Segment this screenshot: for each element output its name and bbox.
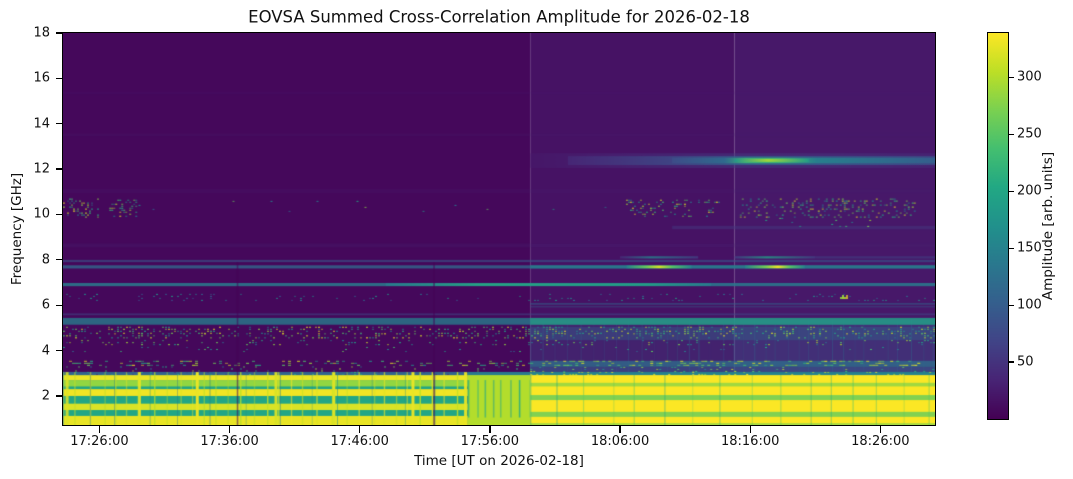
colorbar-tick-mark: [1009, 133, 1014, 135]
x-tick-label: 17:26:00: [70, 434, 129, 449]
x-tick-label: 18:16:00: [720, 434, 780, 449]
x-tick-label: 17:36:00: [200, 434, 259, 449]
y-tick-mark: [55, 259, 62, 261]
x-tick-label: 17:56:00: [460, 434, 520, 449]
y-tick-mark: [55, 77, 62, 80]
colorbar-tick-label: 50: [1017, 354, 1034, 370]
y-tick-label: 4: [41, 343, 50, 359]
colorbar-tick-mark: [1009, 76, 1014, 78]
y-tick-mark: [55, 168, 62, 170]
y-tick-label: 18: [33, 25, 50, 41]
x-tick-label: 17:46:00: [330, 434, 389, 449]
x-axis-label: Time [UT on 2026-02-18]: [414, 453, 584, 469]
colorbar-tick-label: 250: [1017, 126, 1042, 142]
chart-title: EOVSA Summed Cross-Correlation Amplitude…: [248, 7, 750, 27]
colorbar-tick-label: 100: [1017, 297, 1042, 313]
y-tick-label: 16: [33, 70, 50, 86]
colorbar-tick-label: 300: [1017, 69, 1042, 85]
y-tick-label: 8: [41, 252, 50, 268]
y-tick-mark: [55, 349, 62, 352]
y-tick-mark: [55, 213, 62, 216]
x-tick-mark: [619, 426, 621, 433]
x-tick-label: 18:06:00: [590, 434, 650, 449]
colorbar-label: Amplitude [arb. units]: [1040, 151, 1056, 301]
y-tick-label: 14: [33, 116, 50, 132]
colorbar-tick-label: 200: [1017, 183, 1042, 199]
y-tick-label: 2: [41, 388, 50, 404]
y-tick-mark: [55, 32, 62, 34]
colorbar: [987, 32, 1009, 420]
x-tick-mark: [879, 426, 881, 433]
y-axis-label: Frequency [GHz]: [9, 172, 25, 286]
y-tick-mark: [55, 123, 62, 125]
colorbar-tick-label: 150: [1017, 240, 1042, 256]
y-tick-label: 6: [41, 297, 50, 313]
x-tick-label: 18:26:00: [851, 434, 910, 449]
x-tick-mark: [489, 426, 491, 433]
x-tick-mark: [228, 426, 231, 433]
x-tick-mark: [749, 426, 751, 433]
y-tick-mark: [55, 395, 62, 397]
y-tick-label: 10: [33, 206, 50, 222]
colorbar-tick-mark: [1009, 361, 1014, 363]
y-tick-label: 12: [33, 161, 50, 177]
colorbar-tick-mark: [1009, 247, 1014, 249]
x-tick-mark: [359, 426, 361, 433]
colorbar-tick-mark: [1009, 304, 1014, 306]
spectrogram-heatmap: [62, 32, 936, 426]
y-tick-mark: [55, 304, 62, 306]
x-tick-mark: [98, 426, 101, 433]
colorbar-tick-mark: [1009, 190, 1014, 192]
